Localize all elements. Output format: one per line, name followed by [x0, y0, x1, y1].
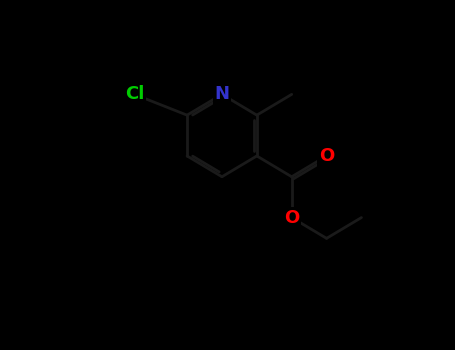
Text: O: O: [284, 209, 299, 226]
Text: O: O: [319, 147, 334, 165]
Text: N: N: [214, 85, 229, 103]
Text: Cl: Cl: [125, 85, 144, 103]
